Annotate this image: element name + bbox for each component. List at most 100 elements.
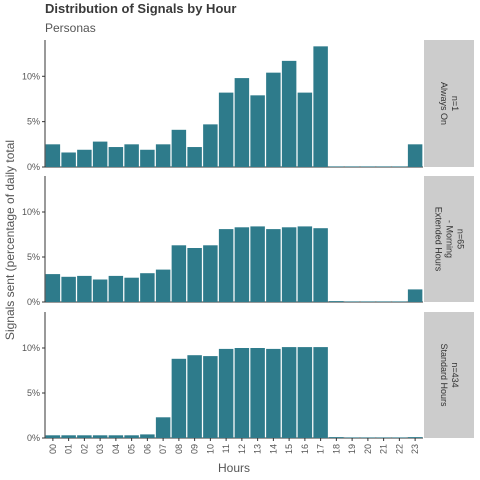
bar xyxy=(360,301,376,302)
bar xyxy=(297,226,313,302)
facet-strip-label: Extended Hours xyxy=(434,207,444,272)
bar xyxy=(92,279,108,302)
bar xyxy=(171,245,187,302)
bar xyxy=(329,166,344,167)
bar xyxy=(218,92,234,167)
bar xyxy=(61,152,76,167)
bar xyxy=(266,348,281,438)
bar xyxy=(407,437,423,438)
bar xyxy=(77,149,92,167)
bar xyxy=(360,166,376,167)
bar xyxy=(108,435,124,438)
bar xyxy=(313,46,328,167)
bar xyxy=(218,348,234,438)
bar xyxy=(250,226,265,302)
bar xyxy=(140,149,155,167)
x-tick-label: 09 xyxy=(190,444,200,454)
facet-strip-label: Standard Hours xyxy=(439,343,449,407)
x-tick-label: 23 xyxy=(410,444,420,454)
y-axis-title: Signals sent (percentage of daily total xyxy=(3,140,17,340)
bar xyxy=(376,166,391,167)
bar xyxy=(77,435,92,438)
bar xyxy=(140,273,155,302)
x-tick-label: 01 xyxy=(64,444,74,454)
x-tick-label: 02 xyxy=(79,444,89,454)
bar xyxy=(61,276,76,302)
bar xyxy=(392,166,407,167)
bar xyxy=(344,437,360,438)
x-tick-label: 15 xyxy=(284,444,294,454)
bar xyxy=(124,144,139,167)
facet-strip xyxy=(424,176,474,302)
x-tick-label: 05 xyxy=(127,444,137,454)
bar xyxy=(45,435,61,438)
x-tick-label: 00 xyxy=(48,444,58,454)
bar xyxy=(376,301,391,302)
bar xyxy=(407,289,423,302)
bar xyxy=(187,248,202,302)
x-tick-label: 04 xyxy=(111,444,121,454)
chart-subtitle: Personas xyxy=(45,21,96,35)
x-tick-label: 20 xyxy=(363,444,373,454)
x-tick-label: 19 xyxy=(347,444,357,454)
bar xyxy=(344,166,360,167)
facet-strip-label: n=1 xyxy=(450,96,460,111)
x-tick-label: 18 xyxy=(331,444,341,454)
bar xyxy=(234,78,250,167)
bar xyxy=(155,417,171,438)
x-tick-label: 08 xyxy=(174,444,184,454)
facet-strip-label: - Morning xyxy=(445,220,455,258)
bar xyxy=(171,358,187,438)
bar xyxy=(187,147,202,167)
bar xyxy=(155,269,171,302)
x-tick-label: 13 xyxy=(253,444,263,454)
y-tick-label: 10% xyxy=(22,207,40,217)
bar xyxy=(234,227,250,302)
bar xyxy=(297,347,313,438)
x-axis-title: Hours xyxy=(218,461,250,475)
bar xyxy=(297,92,313,167)
x-tick-label: 22 xyxy=(394,444,404,454)
bar xyxy=(155,144,171,167)
bar xyxy=(124,435,139,438)
bar xyxy=(45,144,61,167)
bar xyxy=(266,72,281,167)
y-tick-label: 0% xyxy=(27,433,40,443)
bar xyxy=(407,144,423,167)
x-tick-label: 14 xyxy=(268,444,278,454)
bar xyxy=(250,95,265,167)
bar xyxy=(329,437,344,438)
bar xyxy=(281,347,297,438)
x-tick-label: 10 xyxy=(205,444,215,454)
x-tick-label: 16 xyxy=(300,444,310,454)
bar xyxy=(344,301,360,302)
bar xyxy=(171,129,187,167)
x-tick-label: 17 xyxy=(316,444,326,454)
y-tick-label: 0% xyxy=(27,162,40,172)
bar xyxy=(313,228,328,302)
facet-strip-label: n=65 xyxy=(456,229,466,249)
bar xyxy=(281,227,297,302)
bar xyxy=(108,147,124,167)
x-tick-label: 21 xyxy=(379,444,389,454)
bar xyxy=(218,229,234,302)
bar xyxy=(250,348,265,438)
bar xyxy=(108,275,124,302)
x-tick-label: 06 xyxy=(142,444,152,454)
bar xyxy=(61,435,76,438)
facet-strip xyxy=(424,40,474,167)
bar xyxy=(329,301,344,302)
y-tick-label: 10% xyxy=(22,71,40,81)
facet-strip-label: Always On xyxy=(439,82,449,125)
y-tick-label: 5% xyxy=(27,252,40,262)
x-tick-label: 11 xyxy=(221,444,231,453)
y-tick-label: 10% xyxy=(22,343,40,353)
chart-title: Distribution of Signals by Hour xyxy=(45,1,237,16)
x-tick-label: 03 xyxy=(95,444,105,454)
bar xyxy=(313,347,328,438)
bar xyxy=(281,60,297,167)
bar xyxy=(360,437,376,438)
bar xyxy=(203,124,218,167)
y-tick-label: 0% xyxy=(27,297,40,307)
